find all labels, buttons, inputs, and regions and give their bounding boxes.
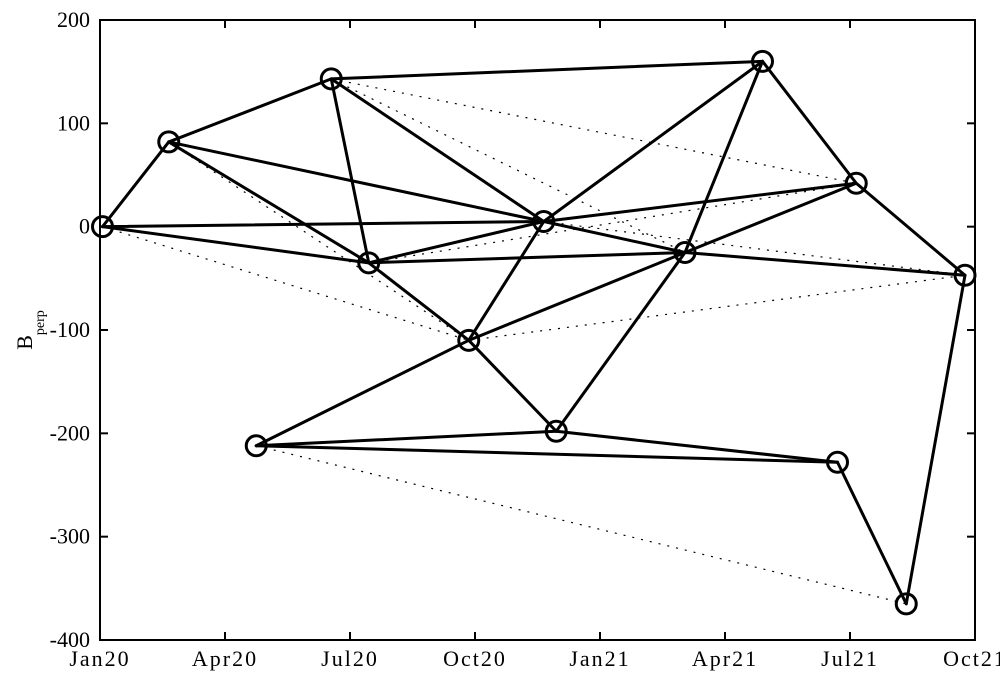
svg-text:Bperp: Bperp [12, 310, 48, 350]
node-marker [955, 265, 975, 285]
x-tick-label: Apr21 [692, 646, 758, 671]
node-marker [896, 594, 916, 614]
x-tick-label: Jul20 [321, 646, 379, 671]
node-marker [93, 217, 113, 237]
node-marker [321, 69, 341, 89]
x-tick-label: Jul21 [821, 646, 879, 671]
chart-svg: -400-300-200-1000100200Jan20Apr20Jul20Oc… [0, 0, 1000, 691]
network-chart: -400-300-200-1000100200Jan20Apr20Jul20Oc… [0, 0, 1000, 691]
node-marker [359, 253, 379, 273]
node-marker [246, 436, 266, 456]
plot-area [100, 20, 975, 640]
y-tick-label: 200 [57, 7, 90, 32]
node-marker [159, 132, 179, 152]
node-marker [675, 243, 695, 263]
y-tick-label: 100 [57, 110, 90, 135]
node-marker [459, 330, 479, 350]
y-tick-label: -200 [50, 420, 90, 445]
y-axis-label: Bperp [12, 310, 48, 350]
x-tick-label: Oct21 [943, 646, 1000, 671]
node-marker [828, 452, 848, 472]
x-tick-label: Apr20 [192, 646, 258, 671]
y-tick-label: 0 [79, 214, 90, 239]
y-tick-label: -100 [50, 317, 90, 342]
y-tick-label: -300 [50, 524, 90, 549]
node-marker [846, 173, 866, 193]
x-tick-label: Oct20 [443, 646, 507, 671]
x-tick-label: Jan20 [69, 646, 130, 671]
x-tick-label: Jan21 [569, 646, 630, 671]
node-marker [753, 51, 773, 71]
node-marker [534, 212, 554, 232]
node-marker [546, 421, 566, 441]
